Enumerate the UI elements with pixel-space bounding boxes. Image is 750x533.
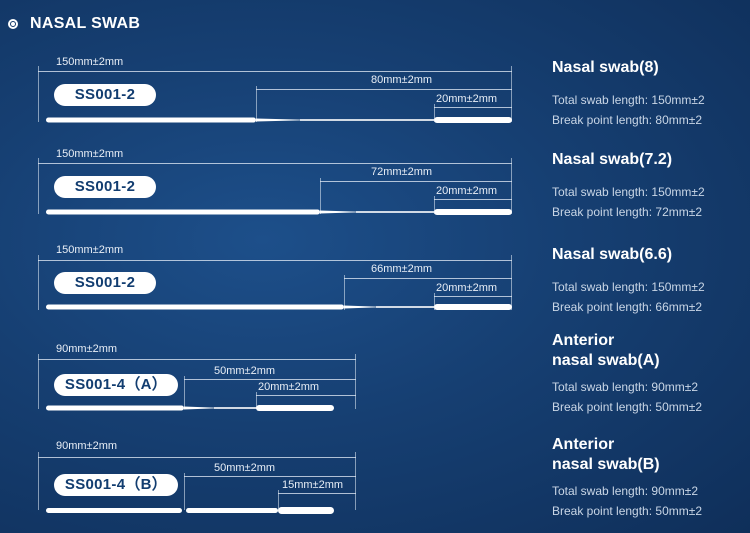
spec-block-2: Nasal swab(7.2) Total swab length: 150mm… [552, 150, 747, 222]
swab-illustration [0, 0, 530, 533]
dimension-tick [38, 255, 39, 310]
total-length-line [38, 163, 512, 164]
swab-illustration [0, 0, 530, 533]
total-length-line [38, 71, 512, 72]
tip-length-label: 20mm±2mm [258, 381, 320, 393]
total-length-label: 150mm±2mm [56, 56, 124, 68]
spec-title: Nasal swab(6.6) [552, 246, 673, 263]
spec-break-length: Break point length: 50mm±2 [552, 504, 702, 518]
spec-break-length: Break point length: 66mm±2 [552, 300, 702, 314]
spec-total-length: Total swab length: 150mm±2 [552, 93, 705, 107]
spec-title-line-1: Anterior [552, 436, 615, 453]
spec-title: Nasal swab(7.2) [552, 151, 673, 168]
spec-title: Nasal swab(8) [552, 59, 659, 76]
dimension-tick [344, 275, 345, 310]
model-badge: SS001-2 [54, 176, 156, 198]
tip-length-label: 15mm±2mm [282, 479, 344, 491]
dimension-tick [511, 255, 512, 310]
section-header: NASAL SWAB [8, 15, 140, 33]
dimension-tick [434, 196, 435, 214]
spec-total-length: Total swab length: 150mm±2 [552, 185, 705, 199]
tip-length-line [434, 107, 512, 108]
break-length-label: 50mm±2mm [214, 365, 276, 377]
section-title: NASAL SWAB [30, 15, 141, 32]
radio-icon [8, 19, 18, 29]
spec-title-line-1: Anterior [552, 332, 615, 349]
tip-length-line [278, 493, 356, 494]
spec-title-line-2: nasal swab(A) [552, 352, 660, 369]
break-length-line [184, 379, 356, 380]
dimension-tick [38, 452, 39, 510]
swab-illustration [0, 0, 530, 533]
break-length-label: 80mm±2mm [371, 74, 433, 86]
spec-total-length: Total swab length: 150mm±2 [552, 280, 705, 294]
total-length-line [38, 359, 356, 360]
spec-block-4: Anterior nasal swab(A) Total swab length… [552, 331, 747, 417]
break-length-line [344, 278, 512, 279]
total-length-line [38, 457, 356, 458]
spec-total-length: Total swab length: 90mm±2 [552, 484, 698, 498]
spec-break-length: Break point length: 72mm±2 [552, 205, 702, 219]
dimension-tick [511, 158, 512, 214]
dimension-tick [355, 354, 356, 409]
dimension-tick [434, 293, 435, 310]
break-length-label: 72mm±2mm [371, 166, 433, 178]
model-badge: SS001-2 [54, 84, 156, 106]
model-badge: SS001-2 [54, 272, 156, 294]
model-badge: SS001-4（B） [54, 474, 178, 496]
spec-block-5: Anterior nasal swab(B) Total swab length… [552, 435, 747, 521]
break-length-line [256, 89, 512, 90]
swab-illustration [0, 0, 530, 533]
dimension-tick [38, 66, 39, 122]
tip-length-label: 20mm±2mm [436, 93, 498, 105]
break-length-line [184, 476, 356, 477]
tip-length-line [434, 296, 512, 297]
dimension-tick [320, 178, 321, 214]
total-length-line [38, 260, 512, 261]
total-length-label: 90mm±2mm [56, 440, 118, 452]
spec-break-length: Break point length: 80mm±2 [552, 113, 702, 127]
dimension-tick [278, 490, 279, 510]
tip-length-line [434, 199, 512, 200]
spec-block-3: Nasal swab(6.6) Total swab length: 150mm… [552, 245, 747, 317]
break-length-label: 66mm±2mm [371, 263, 433, 275]
tip-length-label: 20mm±2mm [436, 282, 498, 294]
model-badge: SS001-4（A） [54, 374, 178, 396]
tip-length-label: 20mm±2mm [436, 185, 498, 197]
swab-illustration [0, 0, 530, 533]
total-length-label: 150mm±2mm [56, 148, 124, 160]
dimension-tick [434, 104, 435, 122]
dimension-tick [184, 376, 185, 409]
dimension-tick [256, 86, 257, 122]
dimension-tick [38, 354, 39, 409]
dimension-tick [355, 452, 356, 510]
dimension-tick [511, 66, 512, 122]
spec-break-length: Break point length: 50mm±2 [552, 400, 702, 414]
break-length-line [320, 181, 512, 182]
total-length-label: 150mm±2mm [56, 244, 124, 256]
spec-block-1: Nasal swab(8) Total swab length: 150mm±2… [552, 58, 747, 130]
dimension-tick [38, 158, 39, 214]
total-length-label: 90mm±2mm [56, 343, 118, 355]
spec-title-line-2: nasal swab(B) [552, 456, 660, 473]
dimension-tick [184, 473, 185, 510]
tip-length-line [256, 395, 356, 396]
break-length-label: 50mm±2mm [214, 462, 276, 474]
spec-total-length: Total swab length: 90mm±2 [552, 380, 698, 394]
dimension-tick [256, 392, 257, 409]
